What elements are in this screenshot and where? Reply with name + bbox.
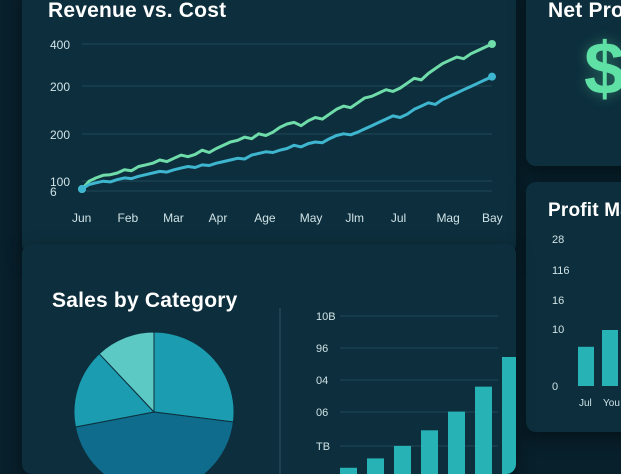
x-tick-label: Mar <box>163 211 184 225</box>
y-tick-label: 10 <box>552 324 564 336</box>
sales-by-category-panel: Sales by Category 10B 96 04 06 TB <box>22 244 516 474</box>
series-end-point <box>488 40 496 48</box>
dollar-icon: $ <box>584 27 621 110</box>
x-tick-label: Apr <box>209 211 228 225</box>
bar <box>394 445 411 474</box>
x-tick-label: You <box>603 398 620 409</box>
y-tick-label: TB <box>316 441 330 453</box>
revenue-chart-title: Revenue vs. Cost <box>48 0 227 22</box>
series-start-point <box>78 185 86 194</box>
y-tick-label: 200 <box>50 128 70 142</box>
y-tick-label: 400 <box>50 38 70 52</box>
profit-margin-bar-chart: 28 116 16 10 0 Jul You <box>552 234 620 409</box>
y-tick-label: 16 <box>552 295 564 307</box>
y-tick-label: 28 <box>552 234 564 246</box>
bar <box>578 346 594 386</box>
series-line <box>80 42 493 191</box>
y-tick-label: 6 <box>50 185 57 199</box>
x-tick-label: Mag <box>436 211 459 225</box>
y-tick-label: 10B <box>316 311 336 323</box>
y-tick-label: 0 <box>552 381 558 393</box>
profit-margin-title: Profit Ma <box>548 200 621 221</box>
y-tick-label: 04 <box>316 375 328 387</box>
x-tick-label: Jul <box>391 211 406 225</box>
y-tick-label: 200 <box>50 80 70 94</box>
x-tick-label: May <box>300 211 323 225</box>
x-tick-label: Feb <box>118 211 139 225</box>
y-tick-label: 100 <box>50 175 70 189</box>
bar <box>475 386 492 474</box>
x-tick-label: Age <box>254 211 276 225</box>
x-tick-label: Bay <box>482 211 503 225</box>
x-tick-label: Jlm <box>345 211 364 225</box>
bar <box>367 458 384 474</box>
bar <box>421 430 438 474</box>
y-tick-label: 96 <box>316 343 328 355</box>
net-profit-panel: Net Profi $ <box>526 0 621 166</box>
profit-margin-panel: Profit Ma 28 116 16 10 0 Jul You <box>526 182 621 432</box>
sales-charts: 10B 96 04 06 TB <box>73 308 516 474</box>
series-line <box>81 75 493 191</box>
bar <box>502 357 516 474</box>
x-tick-label: Jul <box>579 398 592 409</box>
net-profit-title: Net Profi <box>548 0 621 22</box>
series-end-point <box>488 72 496 81</box>
pie-slice <box>153 331 235 423</box>
bar <box>602 330 618 386</box>
bar <box>340 467 357 474</box>
revenue-vs-cost-panel: Revenue vs. Cost 6 100 200 200 400 Jun Feb Mar A… <box>22 0 516 254</box>
pie-slice <box>98 331 155 414</box>
bar <box>448 411 465 474</box>
y-tick-label: 116 <box>552 265 570 277</box>
y-tick-label: 06 <box>316 407 328 419</box>
x-tick-label: Jun <box>72 211 91 225</box>
pie-slice <box>73 352 155 428</box>
sales-chart-title: Sales by Category <box>52 289 238 312</box>
